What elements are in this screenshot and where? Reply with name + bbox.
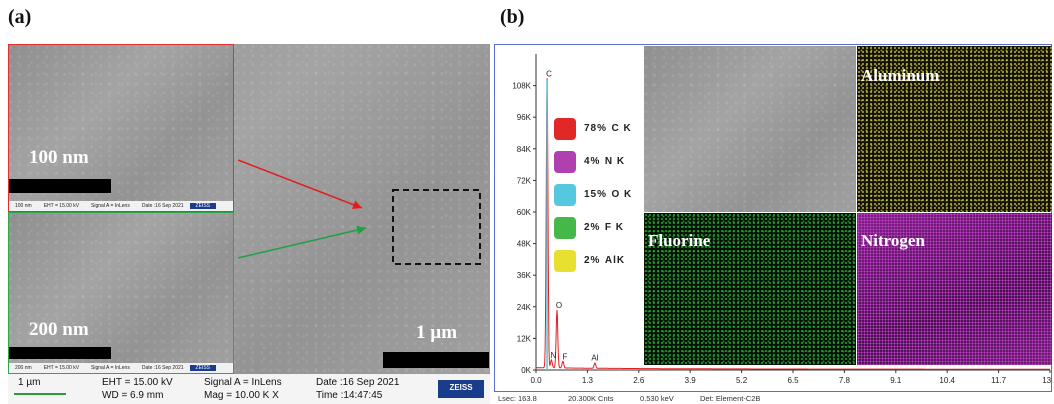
legend-element: N K xyxy=(604,156,626,167)
main-scalebar xyxy=(383,352,489,368)
map-label-fluorine: Fluorine xyxy=(648,231,711,250)
legend-swatch xyxy=(554,183,576,206)
eds-spectrum-chart: 0K 12K 24K 36K 48K 60K 72K 84K 96K 108K 0.0 1.3 2.6 3… xyxy=(512,54,1052,385)
strip-brand: ZEISS xyxy=(189,203,216,209)
strip-item: EHT = 15.00 kV xyxy=(43,203,80,209)
x-tick-label: 13.0 xyxy=(1042,376,1052,385)
strip-item: Date :16 Sep 2021 xyxy=(141,203,184,209)
inset-200nm-scalebar xyxy=(9,347,111,359)
legend-pct: 78% xyxy=(584,123,608,134)
legend-pct: 2% xyxy=(584,222,601,233)
x-tick-label: 0.0 xyxy=(530,376,542,385)
x-tick-label: 11.7 xyxy=(991,376,1007,385)
map-nitrogen: Nitrogen xyxy=(857,213,1052,365)
legend-item: 15% O K xyxy=(554,178,644,211)
legend-item: 2% F K xyxy=(554,211,644,244)
infobar-signal: Signal A = InLens xyxy=(204,377,282,388)
eds-footer-cnts: 20.300K Cnts xyxy=(568,394,614,403)
legend-element: AlK xyxy=(604,255,626,266)
map-fluorine: Fluorine xyxy=(644,213,856,365)
legend-element: C K xyxy=(611,123,632,134)
x-tick-label: 2.6 xyxy=(633,376,645,385)
infobar-scale: 1 µm xyxy=(18,377,41,388)
infobar-mag: Mag = 10.00 K X xyxy=(204,390,279,401)
legend-pct: 15% xyxy=(584,189,608,200)
eds-footer-lsec: Lsec: 163.8 xyxy=(498,394,537,403)
eds-legend: 78% C K 4% N K 15% O K 2% F K 2% AlK xyxy=(554,112,644,277)
green-arrow xyxy=(237,225,367,259)
legend-element: F K xyxy=(604,222,625,233)
sem-infobar: 1 µm EHT = 15.00 kV WD = 6.9 mm Signal A… xyxy=(8,374,490,404)
strip-item: Signal A = InLens xyxy=(91,365,130,371)
legend-pct: 2% xyxy=(584,255,601,266)
eds-footer-kev: 0.530 keV xyxy=(640,394,674,403)
legend-swatch xyxy=(554,150,576,173)
sem-inset-200nm-image xyxy=(9,213,233,363)
legend-item: 4% N K xyxy=(554,145,644,178)
infobar-wd: WD = 6.9 mm xyxy=(102,390,164,401)
legend-item: 78% C K xyxy=(554,112,644,145)
peak-label: O xyxy=(556,301,562,310)
spectrum-line xyxy=(536,78,1050,370)
panel-b-label: (b) xyxy=(500,6,525,28)
x-tick-label: 7.8 xyxy=(839,376,851,385)
legend-swatch xyxy=(554,216,576,239)
sem-inset-100nm-image xyxy=(9,45,233,201)
y-tick-label: 24K xyxy=(517,303,532,312)
inset-100nm-info-strip: 100 nm EHT = 15.00 kV Signal A = InLens … xyxy=(9,201,233,211)
inset-200nm-scale-label: 200 nm xyxy=(29,319,89,340)
inset-100nm-scalebar xyxy=(9,179,111,193)
strip-brand: ZEISS xyxy=(189,365,216,371)
inset-200nm-info-strip: 200 nm EHT = 15.00 kV Signal A = InLens … xyxy=(9,363,233,373)
legend-swatch xyxy=(554,249,576,272)
strip-item: 200 nm xyxy=(15,365,32,371)
map-sem-image xyxy=(644,46,856,212)
x-tick-label: 5.2 xyxy=(736,376,748,385)
map-label-aluminum: Aluminum xyxy=(861,66,940,85)
strip-item: Date :16 Sep 2021 xyxy=(141,365,184,371)
infobar-eht: EHT = 15.00 kV xyxy=(102,377,173,388)
inset-100nm-scale-label: 100 nm xyxy=(29,147,89,168)
x-tick-label: 9.1 xyxy=(890,376,902,385)
zeiss-logo: ZEISS xyxy=(438,380,484,398)
legend-element: O K xyxy=(611,189,633,200)
strip-item: Signal A = InLens xyxy=(91,203,130,209)
map-label-nitrogen: Nitrogen xyxy=(861,231,925,250)
eds-footer-det: Det: Element-C2B xyxy=(700,394,761,403)
strip-item: EHT = 15.00 kV xyxy=(43,365,80,371)
y-tick-label: 60K xyxy=(517,208,532,217)
y-tick-label: 72K xyxy=(517,176,532,185)
infobar-date: Date :16 Sep 2021 xyxy=(316,377,400,388)
panel-a-label: (a) xyxy=(8,6,32,28)
y-tick-label: 12K xyxy=(517,334,532,343)
main-scale-label: 1 µm xyxy=(416,322,458,343)
y-tick-label: 0K xyxy=(521,366,531,375)
y-tick-label: 96K xyxy=(517,113,532,122)
x-tick-label: 10.4 xyxy=(939,376,955,385)
peak-label: C xyxy=(546,69,552,78)
peak-label: N xyxy=(551,351,557,360)
sem-inset-200nm: 200 nm 200 nm EHT = 15.00 kV Signal A = … xyxy=(8,212,234,374)
y-tick-label: 48K xyxy=(517,240,532,249)
legend-item: 2% AlK xyxy=(554,244,644,277)
y-tick-label: 36K xyxy=(517,271,532,280)
legend-pct: 4% xyxy=(584,156,601,167)
y-tick-label: 108K xyxy=(512,82,531,91)
peak-label: F xyxy=(562,352,567,361)
sem-inset-100nm: 100 nm 100 nm EHT = 15.00 kV Signal A = … xyxy=(8,44,234,212)
red-arrow xyxy=(237,159,363,209)
legend-swatch xyxy=(554,117,576,140)
x-tick-label: 6.5 xyxy=(787,376,799,385)
strip-item: 100 nm xyxy=(15,203,32,209)
zoom-region-box xyxy=(392,189,481,265)
peak-label: Al xyxy=(591,354,598,363)
x-tick-label: 3.9 xyxy=(685,376,697,385)
infobar-time: Time :14:47:45 xyxy=(316,390,383,401)
map-aluminum: Aluminum xyxy=(857,46,1052,212)
y-tick-label: 84K xyxy=(517,145,532,154)
x-tick-label: 1.3 xyxy=(582,376,594,385)
infobar-scale-marker xyxy=(14,393,66,395)
